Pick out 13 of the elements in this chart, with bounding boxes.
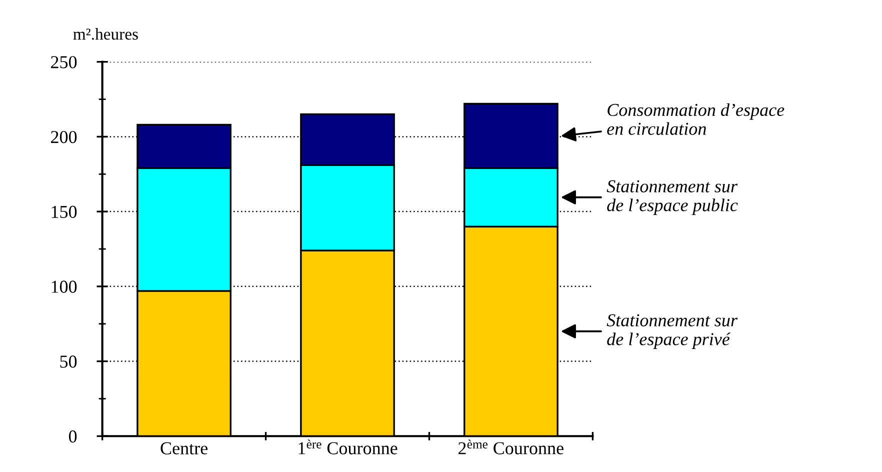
y-tick-label: 50 <box>60 356 77 368</box>
legend-label: Stationnement sur de l’espace privé <box>606 314 738 349</box>
y-tick-label: 200 <box>51 130 77 144</box>
y-tick-label: 150 <box>52 206 77 218</box>
y-tick-label: 0 <box>68 430 77 443</box>
y-tick-label: 100 <box>52 280 77 293</box>
x-tick-label: 1$^{ère}$ Couronne <box>298 440 398 454</box>
y-tick-label: 250 <box>51 56 77 68</box>
legend-label: Stationnement sur de l’espace public <box>606 180 738 215</box>
text: Consommation d’espace en circulation <box>607 103 784 135</box>
x-tick-label: 2$^{ème}$ Couronne <box>458 440 564 454</box>
y-axis-title: m².heures <box>73 28 138 40</box>
x-tick-label: Centre <box>160 442 208 454</box>
